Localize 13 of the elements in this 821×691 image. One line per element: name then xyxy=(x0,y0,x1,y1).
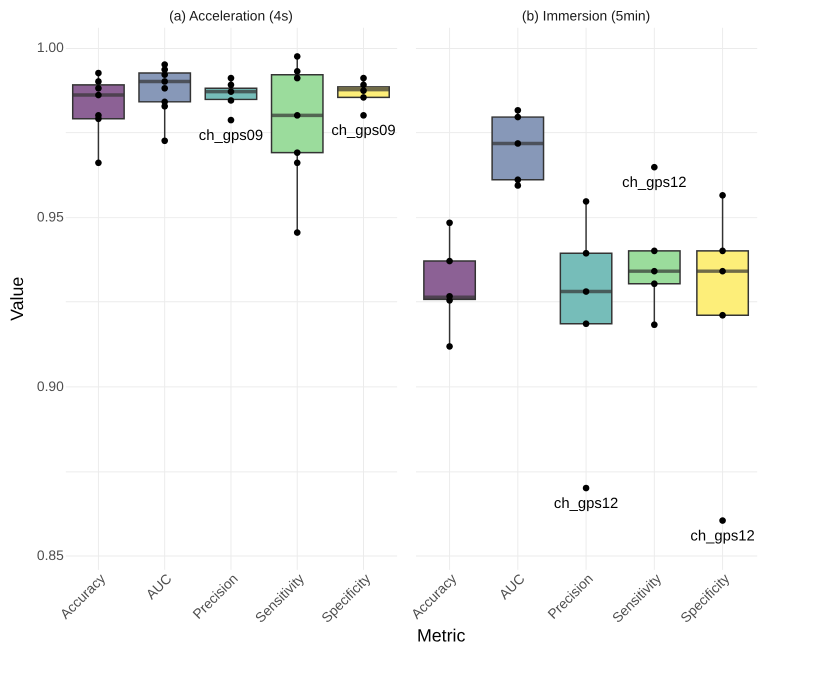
y-tick-label: 0.90 xyxy=(36,378,64,394)
annotation: ch_gps12 xyxy=(690,528,755,544)
annotation: ch_gps12 xyxy=(554,496,618,512)
chart-title: (b) Immersion (5min) xyxy=(522,7,650,24)
annotation: ch_gps12 xyxy=(622,174,686,191)
annotation: ch_gps09 xyxy=(198,128,264,144)
chart-title: (a) Acceleration (4s) xyxy=(169,7,293,24)
y-tick-label: 0.85 xyxy=(36,547,64,564)
x-axis-title: Metric xyxy=(416,626,466,646)
y-tick-label: 0.95 xyxy=(36,208,64,224)
y-tick-label: 1.00 xyxy=(36,39,64,56)
y-axis-title: Value xyxy=(7,276,27,321)
annotation: ch_gps09 xyxy=(331,123,396,140)
